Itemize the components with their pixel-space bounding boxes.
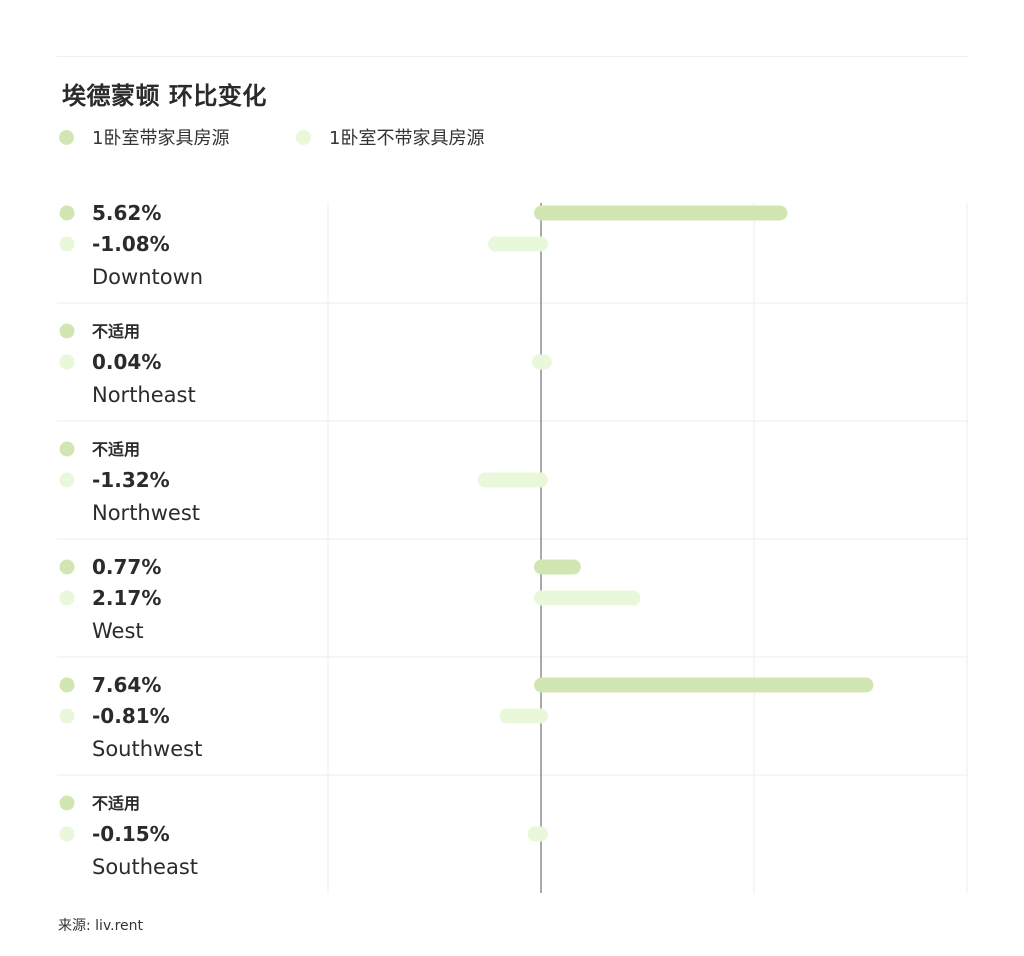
category-label-west: West [92,619,144,643]
bar-southwest-s0 [534,677,874,693]
value-label-northeast-s0: 不适用 [92,322,140,341]
value-label-northwest-s0: 不适用 [92,440,140,459]
bar-west-s1 [534,590,641,606]
legend-swatch-unfurnished [296,129,311,145]
category-label-southeast: Southeast [92,855,198,879]
row-dot-downtown-s1 [59,236,75,252]
value-label-northeast-s1: 0.04% [92,350,161,374]
row-dot-northeast-s0 [59,323,75,339]
category-label-northeast: Northeast [92,383,196,407]
value-label-northwest-s1: -1.32% [92,468,170,492]
row-dot-southwest-s1 [59,708,75,724]
value-label-southeast-s0: 不适用 [92,794,140,813]
row-dot-southeast-s0 [59,795,75,811]
row-dot-northeast-s1 [59,354,75,370]
value-label-southeast-s1: -0.15% [92,822,170,846]
legend-label-unfurnished: 1卧室不带家具房源 [329,128,485,149]
category-label-northwest: Northwest [92,501,200,525]
row-dot-downtown-s0 [59,205,75,221]
value-label-downtown-s1: -1.08% [92,232,170,256]
bar-downtown-s1 [487,236,548,252]
row-dot-northwest-s1 [59,472,75,488]
bar-southwest-s1 [499,708,548,724]
row-dot-west-s1 [59,590,75,606]
legend-label-furnished: 1卧室带家具房源 [92,128,230,149]
legend-swatch-furnished [59,129,74,145]
row-dot-southeast-s1 [59,826,75,842]
bar-west-s0 [534,559,581,575]
chart-title: 埃德蒙顿 环比变化 [62,82,267,110]
source-note: 来源: liv.rent [58,918,144,934]
legend-item-furnished: 1卧室带家具房源 [59,124,229,150]
value-label-downtown-s0: 5.62% [92,201,161,225]
row-dot-southwest-s0 [59,677,75,693]
row-dot-northwest-s0 [59,441,75,457]
category-label-southwest: Southwest [92,737,202,761]
top-divider [57,56,968,57]
bar-northeast-s1 [531,354,552,370]
legend-item-unfurnished: 1卧室不带家具房源 [296,124,484,150]
category-label-downtown: Downtown [92,265,203,289]
row-dot-west-s0 [59,559,75,575]
bar-northwest-s1 [477,472,548,488]
value-label-southwest-s1: -0.81% [92,704,170,728]
bar-southeast-s1 [527,826,548,842]
value-label-west-s1: 2.17% [92,586,161,610]
value-label-southwest-s0: 7.64% [92,673,161,697]
bar-downtown-s0 [534,205,788,221]
value-label-west-s0: 0.77% [92,555,161,579]
